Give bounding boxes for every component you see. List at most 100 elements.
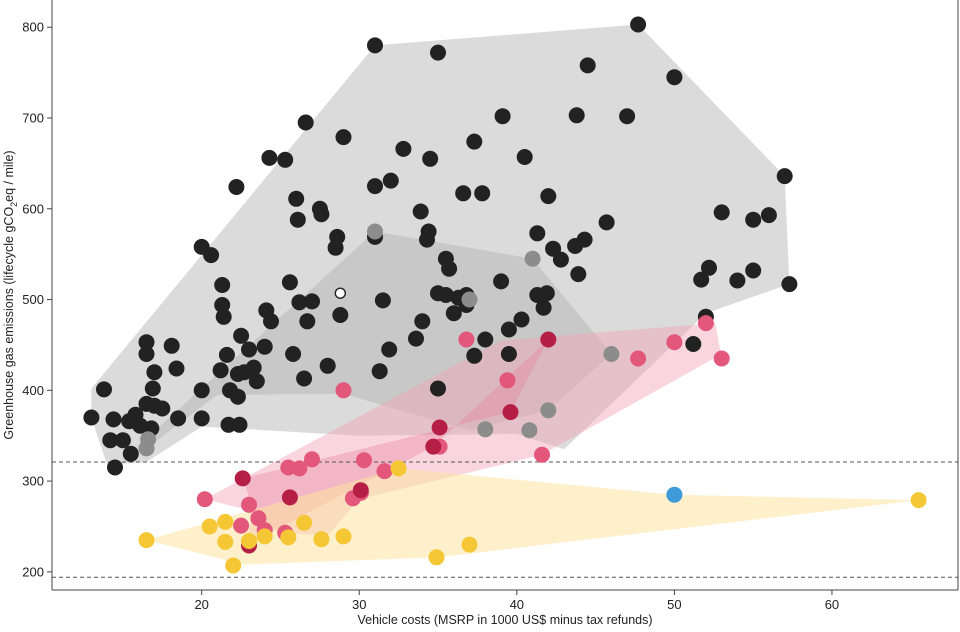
point-black: [713, 204, 730, 221]
point-gray: [603, 346, 620, 362]
x-tick-label: 30: [352, 597, 366, 612]
hull-pink: [204, 323, 722, 536]
point-black: [745, 262, 762, 279]
point-black: [367, 37, 383, 54]
point-black: [248, 373, 265, 390]
point-black: [214, 277, 231, 293]
point-black: [781, 276, 798, 293]
point-black: [374, 292, 391, 309]
point-black: [256, 338, 273, 355]
y-tick-label: 300: [22, 474, 44, 489]
point-black: [576, 231, 593, 248]
point-black: [408, 330, 424, 347]
point-yellow: [910, 492, 927, 509]
point-black: [277, 151, 294, 168]
hull-layer: [91, 24, 919, 565]
point-pink: [666, 334, 683, 351]
point-black: [441, 260, 458, 277]
y-axis-label: Greenhouse gas emissions (lifecycle gCO2…: [2, 150, 19, 439]
y-axis-label-subscript: 2: [9, 202, 19, 207]
point-yellow: [138, 532, 155, 549]
point-black: [114, 432, 131, 449]
point-black: [215, 308, 232, 325]
points-layer: [83, 16, 927, 574]
point-black: [552, 251, 569, 268]
point-crimson: [281, 489, 298, 506]
point-pink: [241, 496, 257, 513]
point-black: [263, 313, 279, 330]
point-black: [319, 357, 336, 374]
point-black: [568, 107, 585, 124]
point-black: [371, 363, 388, 380]
point-black: [285, 346, 302, 362]
point-black: [146, 364, 163, 381]
point-black: [297, 114, 314, 131]
y-tick-label: 600: [22, 201, 44, 216]
point-pink: [304, 451, 320, 468]
point-black: [335, 129, 352, 146]
point-black: [138, 346, 155, 362]
point-black: [430, 44, 446, 61]
point-pink: [534, 446, 550, 463]
point-pink: [697, 315, 714, 332]
point-black: [381, 341, 398, 358]
point-pink: [291, 460, 308, 477]
point-black: [170, 410, 187, 427]
point-pink: [356, 452, 372, 469]
x-tick-label: 60: [825, 597, 839, 612]
point-yellow: [296, 514, 313, 531]
point-black: [281, 274, 298, 291]
y-axis-label-part-c: eq / mile): [2, 150, 16, 201]
point-black: [729, 272, 746, 289]
point-crimson: [502, 404, 519, 421]
point-crimson: [540, 331, 557, 348]
point-black: [220, 416, 237, 433]
point-gray: [521, 422, 538, 439]
point-yellow: [241, 533, 257, 549]
point-black: [229, 388, 246, 405]
point-black: [422, 150, 439, 167]
point-black: [500, 321, 517, 338]
point-pink: [376, 463, 393, 480]
point-white: [334, 287, 346, 299]
point-black: [218, 346, 235, 363]
point-black: [245, 359, 262, 376]
point-black: [776, 168, 793, 185]
point-pink: [250, 510, 267, 527]
point-black: [466, 347, 483, 364]
point-black: [241, 341, 257, 358]
point-black: [685, 336, 702, 352]
point-black: [619, 108, 636, 125]
point-black: [630, 16, 647, 33]
point-yellow: [201, 518, 218, 535]
point-black: [466, 133, 483, 150]
point-crimson: [425, 438, 442, 455]
point-gray: [524, 250, 541, 267]
point-black: [382, 172, 399, 189]
point-black: [105, 411, 122, 428]
point-gray: [540, 402, 557, 419]
point-black: [579, 57, 596, 74]
y-tick-label: 700: [22, 111, 44, 126]
point-black: [598, 214, 615, 231]
point-black: [299, 313, 316, 330]
point-black: [430, 380, 446, 397]
point-yellow: [461, 536, 478, 553]
point-black: [538, 285, 555, 302]
point-black: [193, 382, 210, 399]
x-tick-label: 40: [510, 597, 524, 612]
point-black: [529, 225, 546, 242]
point-crimson: [431, 419, 448, 436]
point-black: [168, 360, 185, 377]
point-gray: [140, 431, 157, 448]
point-blue: [666, 486, 683, 503]
point-crimson: [352, 482, 369, 499]
point-pink: [713, 350, 730, 367]
point-black: [332, 307, 349, 323]
point-black: [261, 149, 278, 166]
point-black: [693, 271, 710, 288]
point-black: [154, 400, 171, 417]
point-black: [666, 69, 683, 86]
point-black: [144, 380, 161, 397]
